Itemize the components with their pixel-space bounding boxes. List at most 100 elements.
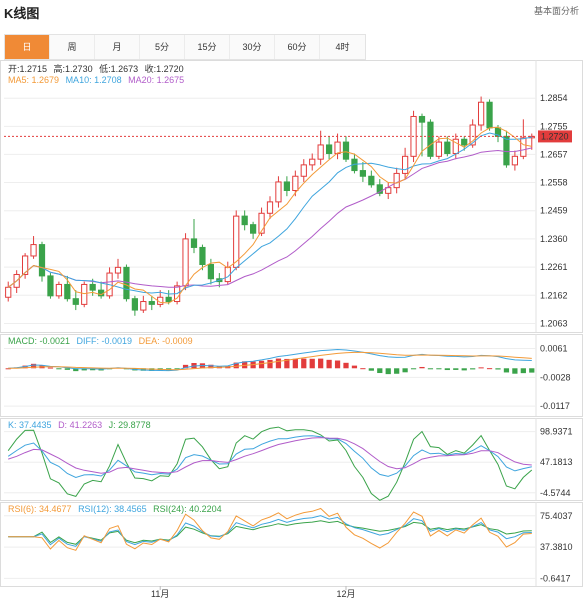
candle-body <box>503 135 510 166</box>
macd-tick-label: -0.0117 <box>540 401 570 411</box>
macd-bar <box>520 368 526 374</box>
k-value: K: 37.4435 <box>8 420 52 430</box>
last-price-label: 1.2720 <box>541 131 569 141</box>
candle-body <box>309 158 316 166</box>
macd-bar <box>470 368 476 370</box>
macd-bar <box>30 363 37 369</box>
candle-body <box>300 164 307 177</box>
diff-line <box>8 348 532 372</box>
rsi6-line <box>8 507 532 551</box>
macd-bar <box>284 358 290 369</box>
dea-value: DEA: -0.0009 <box>138 336 193 346</box>
tab-15min[interactable]: 15分 <box>185 35 230 59</box>
macd-bar <box>258 360 265 369</box>
j-value: J: 29.8778 <box>108 420 151 430</box>
rsi-tick-label: 37.3810 <box>540 542 573 552</box>
macd-bar <box>182 364 189 369</box>
tab-week[interactable]: 周 <box>50 35 95 59</box>
macd-bar <box>402 368 408 373</box>
candle-body <box>435 141 443 157</box>
price-tick-label: 1.2854 <box>540 93 568 103</box>
candle-body <box>283 181 291 191</box>
rsi-tick-label: 75.4037 <box>540 511 573 521</box>
candle-body <box>376 184 383 194</box>
d-value: D: 41.2263 <box>58 420 103 430</box>
macd-bar <box>453 368 459 370</box>
rsi6-value: RSI(6): 34.4677 <box>8 504 72 514</box>
macd-bar <box>81 368 87 371</box>
macd-bar <box>478 367 484 369</box>
candle-body <box>47 275 54 297</box>
macd-bar <box>495 368 501 370</box>
kdj-legend: K: 37.4435 D: 41.2263 J: 29.8778 <box>8 420 155 430</box>
macd-bar <box>351 365 358 369</box>
candle-body <box>182 238 189 287</box>
rsi24-value: RSI(24): 40.2204 <box>153 504 222 514</box>
candle-body <box>317 144 324 160</box>
macd-bar <box>444 368 450 371</box>
candle-body <box>393 172 400 189</box>
macd-bar <box>73 368 79 372</box>
macd-bar <box>461 368 467 371</box>
macd-bar <box>233 362 239 369</box>
price-tick-label: 1.2755 <box>540 121 568 131</box>
macd-bar <box>149 368 155 371</box>
ma10-value: MA10: 1.2708 <box>65 75 122 85</box>
candle-body <box>64 283 71 300</box>
tab-4hour[interactable]: 4时 <box>335 42 350 52</box>
price-tick-label: 1.2261 <box>540 262 568 272</box>
tab-60min[interactable]: 60分 <box>275 35 320 59</box>
candle-body <box>275 181 282 203</box>
macd-bar <box>326 359 332 369</box>
macd-bar <box>436 368 442 370</box>
macd-bar <box>309 358 315 369</box>
tab-5min[interactable]: 5分 <box>140 35 185 59</box>
dea-line <box>8 351 532 371</box>
kdj-tick-label: 98.9371 <box>540 427 573 437</box>
candle-body <box>359 170 367 177</box>
candle-body <box>207 264 215 280</box>
x-tick-label: 11月 <box>151 589 169 599</box>
macd-bar <box>529 368 535 373</box>
macd-bar <box>368 368 374 371</box>
candle-body <box>461 138 468 146</box>
tab-day[interactable]: 日 <box>5 35 50 59</box>
candle-body <box>38 244 46 277</box>
ohlc-row: 开:1.2715 高:1.2730 低:1.2673 收:1.2720 <box>8 62 188 75</box>
candle-body <box>21 255 29 275</box>
candle-body <box>55 283 63 297</box>
price-tick-label: 1.2063 <box>540 318 568 328</box>
fundamental-analysis-link[interactable]: 基本面分析 <box>533 6 579 16</box>
candle-body <box>30 244 37 257</box>
macd-bar <box>208 364 214 369</box>
candle-body <box>427 121 434 157</box>
header: K线图 基本面分析 <box>0 0 583 30</box>
candle-body <box>114 266 122 274</box>
macd-bar <box>334 360 341 369</box>
panel-frame <box>0 60 583 333</box>
macd-bar <box>394 368 400 374</box>
price-tick-label: 1.2360 <box>540 234 568 244</box>
macd-bar <box>64 368 70 370</box>
macd-bar <box>275 358 282 369</box>
macd-bar <box>512 368 518 374</box>
candle-body <box>123 266 130 300</box>
candle-body <box>5 286 12 298</box>
macd-legend: MACD: -0.0021 DIFF: -0.0019 DEA: -0.0009 <box>8 336 197 346</box>
candle-body <box>72 298 79 305</box>
macd-bar <box>427 368 434 370</box>
period-tabs: 日 周 月 5分 15分 30分 60分 4时 <box>4 34 366 60</box>
macd-bar <box>267 359 273 369</box>
ma5-line <box>7 126 532 304</box>
candle-body <box>266 201 274 214</box>
open-value: 开:1.2715 <box>8 64 48 74</box>
low-value: 低:1.2673 <box>99 64 139 74</box>
tab-30min[interactable]: 30分 <box>230 35 275 59</box>
rsi12-value: RSI(12): 38.4565 <box>78 504 147 514</box>
macd-bar <box>419 366 425 369</box>
candle-body <box>368 175 375 186</box>
x-tick-label: 12月 <box>336 589 355 599</box>
candle-body <box>81 283 88 305</box>
tab-month[interactable]: 月 <box>95 35 140 59</box>
candle-body <box>140 301 147 311</box>
